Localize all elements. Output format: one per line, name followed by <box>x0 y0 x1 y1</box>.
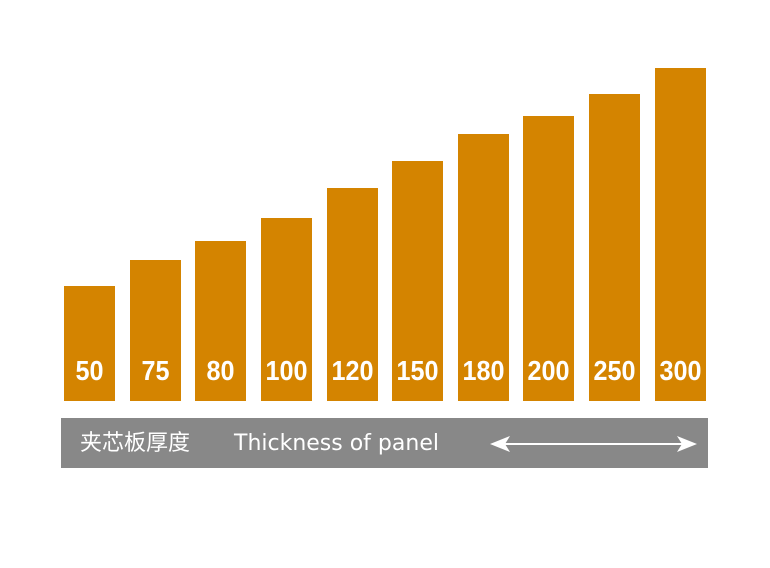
bar <box>130 260 181 401</box>
bar <box>195 241 246 401</box>
bar-label: 50 <box>76 355 104 386</box>
bar <box>392 161 443 401</box>
bar-labels: 50 75 80 100 120 150 180 200 250 300 <box>76 355 702 386</box>
bar <box>327 188 378 401</box>
bar <box>458 134 509 401</box>
bar <box>655 68 706 401</box>
bar <box>589 94 640 401</box>
bar-label: 200 <box>528 355 570 386</box>
bar <box>261 218 312 401</box>
bar-label: 250 <box>594 355 636 386</box>
bar-label: 300 <box>660 355 702 386</box>
bar <box>523 116 574 401</box>
bar <box>64 286 115 401</box>
bar-label: 180 <box>463 355 505 386</box>
bar-label: 100 <box>266 355 308 386</box>
bars <box>64 68 706 401</box>
caption-chinese: 夹芯板厚度 <box>80 431 190 456</box>
bar-label: 80 <box>207 355 235 386</box>
bar-label: 120 <box>332 355 374 386</box>
arrow <box>490 436 697 452</box>
bar-label: 150 <box>397 355 439 386</box>
bar-label: 75 <box>142 355 170 386</box>
caption-english: Thickness of panel <box>233 431 439 456</box>
